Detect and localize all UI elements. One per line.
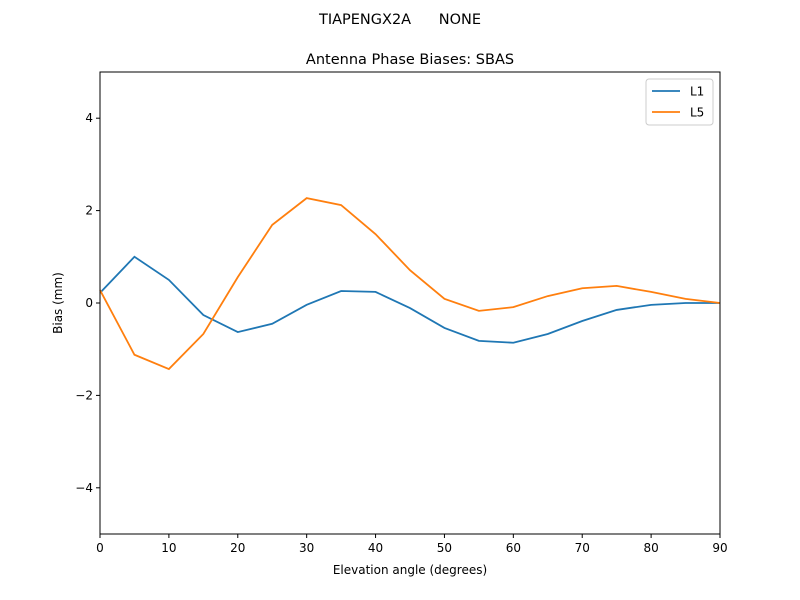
legend-label: L1 [690, 85, 704, 99]
x-tick-label: 70 [575, 541, 590, 555]
y-tick-label: −2 [75, 388, 93, 402]
x-tick-label: 80 [643, 541, 658, 555]
series-line-l5 [99, 197, 721, 371]
legend-label: L5 [690, 106, 704, 120]
y-axis-label: Bias (mm) [51, 272, 65, 334]
x-tick-label: 10 [161, 541, 176, 555]
x-tick-label: 0 [96, 541, 104, 555]
x-tick-label: 90 [712, 541, 727, 555]
x-tick-label: 40 [368, 541, 383, 555]
x-tick-label: 60 [506, 541, 521, 555]
x-tick-label: 50 [437, 541, 452, 555]
y-tick-label: 2 [85, 204, 93, 218]
y-tick-label: 4 [85, 111, 93, 125]
chart-title: Antenna Phase Biases: SBAS [306, 52, 514, 68]
series-line-l1 [99, 255, 720, 344]
x-tick-label: 30 [299, 541, 314, 555]
y-tick-label: −4 [75, 481, 93, 495]
plot-frame [99, 71, 721, 535]
y-tick-label: 0 [85, 296, 93, 310]
x-tick-label: 20 [230, 541, 245, 555]
x-axis-label: Elevation angle (degrees) [333, 563, 487, 577]
legend: L1 L5 [645, 78, 714, 126]
chart-suptitle: TIAPENGX2A NONE [318, 12, 481, 28]
